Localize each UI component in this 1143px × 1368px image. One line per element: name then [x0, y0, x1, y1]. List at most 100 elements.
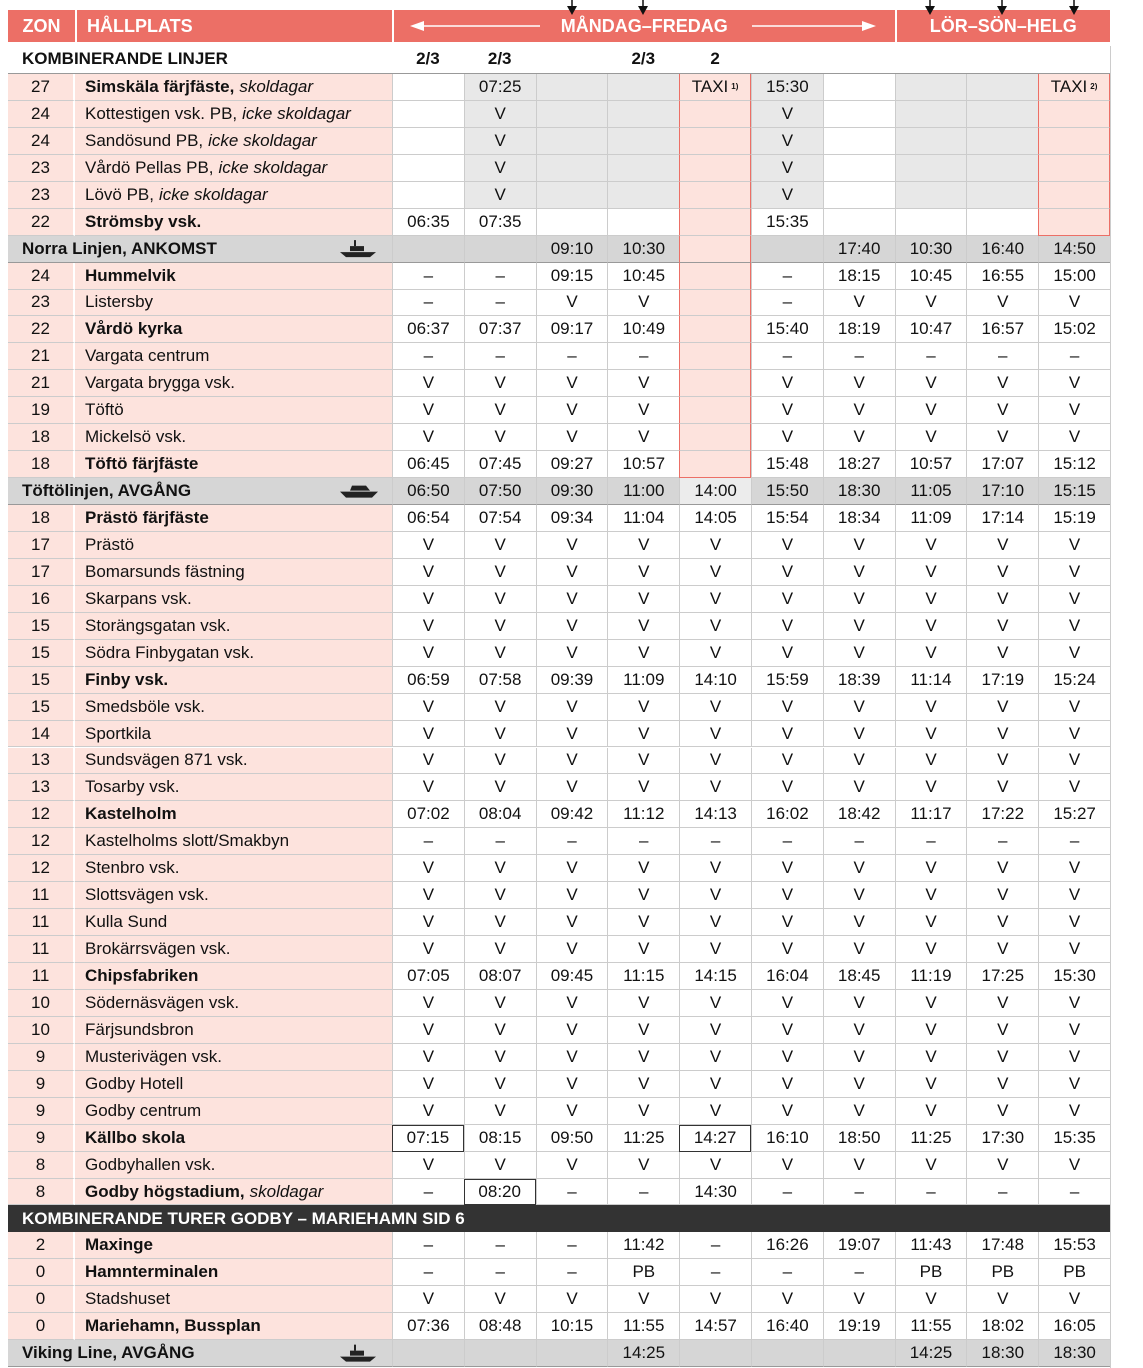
zon-text: 17 [31, 561, 50, 581]
time-text: V [853, 400, 865, 420]
time-cell [535, 100, 608, 128]
time-cell: V [463, 1070, 536, 1098]
zon-text: 22 [31, 319, 50, 339]
time-cell [392, 100, 464, 128]
footnote-ref: 2) [1090, 82, 1098, 92]
time-text: 08:15 [478, 1127, 522, 1147]
zon-text: 15 [31, 642, 50, 662]
time-text: PB [991, 1262, 1015, 1282]
time-cell: V [822, 882, 895, 910]
time-text: 11:55 [623, 1316, 665, 1336]
time-cell: V [535, 1016, 608, 1044]
time-text: V [925, 777, 937, 797]
line-number-text: 2/3 [631, 49, 656, 68]
time-text: V [781, 939, 794, 959]
time-cell: V [607, 289, 680, 317]
time-text: – [998, 346, 1008, 366]
time-text: 15:53 [1053, 1235, 1096, 1255]
time-cell [392, 181, 464, 209]
time-text: V [638, 912, 650, 932]
time-cell: 09:15 [535, 262, 608, 290]
stop-cell: Sportkila [75, 720, 392, 748]
time-text: – [782, 831, 793, 851]
time-cell: 07:37 [463, 316, 536, 344]
time-cell: V [607, 747, 680, 775]
time-cell: 09:34 [535, 505, 608, 532]
time-cell: V [463, 424, 536, 452]
time-cell: – [392, 343, 464, 371]
time-cell: V [894, 882, 967, 910]
zon-cell: 15 [8, 693, 75, 721]
time-cell: V [392, 370, 464, 398]
stop-name: Brokärrsvägen vsk. [85, 939, 231, 959]
time-text: 09:17 [550, 319, 594, 339]
time-cell: V [607, 639, 680, 667]
time-text: 10:49 [622, 319, 666, 339]
time-cell [679, 127, 751, 155]
stop-cell: Sundsvägen 871 vsk. [75, 747, 392, 775]
time-cell: V [463, 585, 536, 613]
stop-name: Bomarsunds fästning [85, 561, 245, 581]
time-text: 16:57 [981, 319, 1025, 339]
time-cell: 15:35 [751, 208, 823, 236]
time-cell: 15:30 [1038, 963, 1110, 990]
time-cell: V [679, 747, 751, 775]
time-text: V [925, 992, 937, 1012]
time-cell: 09:45 [535, 963, 608, 990]
time-cell: V [966, 909, 1039, 937]
time-cell: V [894, 1070, 967, 1098]
time-cell: V [894, 531, 967, 559]
time-cell: V [607, 1016, 680, 1044]
time-cell [679, 289, 751, 317]
zon-text: 9 [35, 1046, 46, 1066]
time-cell [679, 397, 751, 425]
time-text: V [925, 912, 937, 932]
time-cell: V [679, 855, 751, 883]
time-cell [679, 424, 751, 452]
stop-cell: Södernäsvägen vsk. [75, 989, 392, 1017]
time-cell: 17:14 [966, 505, 1039, 532]
time-cell: V [463, 693, 536, 721]
time-text: V [781, 858, 794, 878]
stop-name: Mickelsö vsk. [85, 427, 187, 447]
time-text: 15:59 [766, 669, 809, 689]
time-cell: 11:19 [894, 963, 967, 990]
time-cell: V [822, 558, 895, 586]
time-cell: V [966, 774, 1039, 802]
time-text: V [997, 858, 1009, 878]
time-text: V [781, 427, 794, 447]
time-text: – [639, 346, 649, 366]
zon-text: 24 [31, 103, 50, 123]
time-cell: – [1038, 828, 1110, 856]
time-cell: – [822, 828, 895, 856]
time-text: V [494, 184, 506, 204]
time-text: – [998, 831, 1008, 851]
time-cell: 14:57 [679, 1313, 751, 1341]
stop-name: Listersby [85, 292, 154, 312]
time-text: 14:57 [694, 1316, 737, 1336]
stop-name: Hummelvik [85, 265, 176, 285]
time-text: V [1068, 939, 1081, 959]
time-cell: V [966, 397, 1039, 425]
time-text: V [781, 912, 794, 932]
time-text: V [709, 561, 722, 581]
time-cell: 10:15 [535, 1313, 608, 1341]
stop-label: HÅLLPLATS [87, 15, 193, 36]
time-text: V [1068, 373, 1081, 393]
zon-text: 21 [31, 346, 50, 366]
time-text: 17:10 [981, 481, 1025, 501]
time-cell: V [463, 397, 536, 425]
time-cell: V [966, 1097, 1039, 1125]
zon-text: 18 [31, 508, 50, 527]
zon-cell: 10 [8, 989, 75, 1017]
time-cell: V [751, 774, 823, 802]
time-text: V [781, 157, 794, 177]
time-cell [822, 74, 895, 101]
time-cell [751, 1340, 823, 1368]
time-text: V [1068, 292, 1081, 312]
zon-text: 15 [31, 615, 50, 635]
time-text: V [638, 992, 650, 1012]
time-cell [679, 316, 751, 344]
time-text: V [638, 292, 650, 312]
time-cell: 09:39 [535, 666, 608, 694]
